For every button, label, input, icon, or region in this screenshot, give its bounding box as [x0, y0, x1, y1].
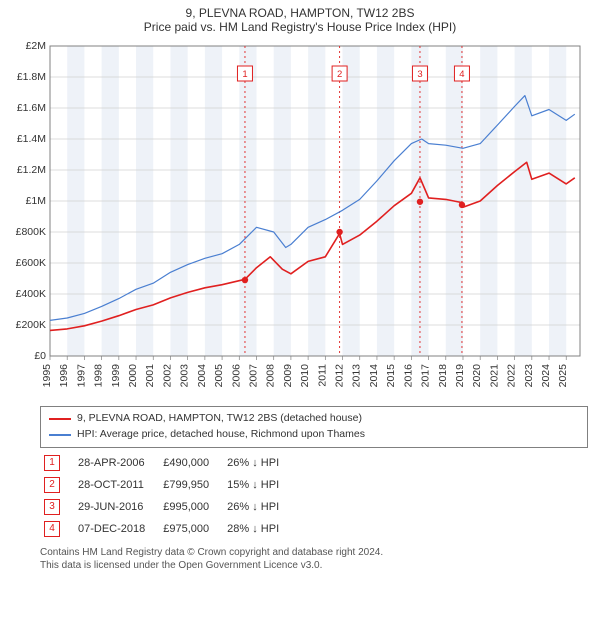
- event-table: 1 28-APR-2006£490,00026% ↓ HPI 2 28-OCT-201…: [40, 452, 293, 540]
- event-delta: 28% ↓ HPI: [223, 518, 293, 540]
- svg-text:2019: 2019: [454, 364, 466, 388]
- svg-text:£200K: £200K: [16, 319, 46, 331]
- svg-text:2010: 2010: [299, 364, 311, 388]
- svg-text:£1.4M: £1.4M: [17, 133, 46, 145]
- legend-swatch: [49, 434, 71, 436]
- svg-text:£1.8M: £1.8M: [17, 71, 46, 83]
- svg-text:£600K: £600K: [16, 257, 46, 269]
- svg-text:1997: 1997: [75, 364, 87, 388]
- svg-text:2: 2: [337, 69, 342, 80]
- svg-text:£2M: £2M: [26, 40, 46, 52]
- svg-text:2025: 2025: [557, 364, 569, 388]
- svg-text:2017: 2017: [420, 364, 432, 388]
- svg-text:2018: 2018: [437, 364, 449, 388]
- svg-text:£0: £0: [34, 350, 46, 362]
- svg-text:2007: 2007: [247, 364, 259, 388]
- header: 9, PLEVNA ROAD, HAMPTON, TW12 2BS Price …: [0, 0, 600, 36]
- event-date: 29-JUN-2016: [74, 496, 159, 518]
- svg-text:2000: 2000: [127, 364, 139, 388]
- svg-text:2011: 2011: [316, 364, 328, 387]
- svg-text:1: 1: [242, 69, 247, 80]
- event-date: 28-APR-2006: [74, 452, 159, 474]
- event-price: £975,000: [159, 518, 223, 540]
- footer-note: Contains HM Land Registry data © Crown c…: [40, 546, 588, 573]
- event-row: 2 28-OCT-2011£799,95015% ↓ HPI: [40, 474, 293, 496]
- svg-text:1999: 1999: [110, 364, 122, 388]
- subtitle: Price paid vs. HM Land Registry's House …: [0, 20, 600, 34]
- footer-line-1: Contains HM Land Registry data © Crown c…: [40, 546, 588, 560]
- svg-text:2015: 2015: [385, 364, 397, 388]
- event-date: 07-DEC-2018: [74, 518, 159, 540]
- title: 9, PLEVNA ROAD, HAMPTON, TW12 2BS: [0, 6, 600, 20]
- event-date: 28-OCT-2011: [74, 474, 159, 496]
- event-delta: 26% ↓ HPI: [223, 452, 293, 474]
- svg-text:1998: 1998: [93, 364, 105, 388]
- chart: £0 £200K £400K £600K £800K £1M £1.2M £1.4M £1.6M…: [10, 40, 590, 400]
- svg-text:2005: 2005: [213, 364, 225, 388]
- svg-text:2020: 2020: [471, 364, 483, 388]
- event-marker-box: 3: [44, 499, 60, 515]
- svg-text:2013: 2013: [351, 364, 363, 388]
- event-delta: 26% ↓ HPI: [223, 496, 293, 518]
- svg-text:2006: 2006: [230, 364, 242, 388]
- svg-text:3: 3: [417, 69, 422, 80]
- svg-text:2022: 2022: [506, 364, 518, 388]
- event-marker-box: 1: [44, 455, 60, 471]
- legend-item: HPI: Average price, detached house, Rich…: [49, 427, 579, 443]
- figure: 9, PLEVNA ROAD, HAMPTON, TW12 2BS Price …: [0, 0, 600, 573]
- legend: 9, PLEVNA ROAD, HAMPTON, TW12 2BS (detac…: [40, 406, 588, 448]
- svg-text:2014: 2014: [368, 364, 380, 388]
- event-price: £799,950: [159, 474, 223, 496]
- event-marker-box: 2: [44, 477, 60, 493]
- svg-text:4: 4: [459, 69, 464, 80]
- svg-text:£1.2M: £1.2M: [17, 164, 46, 176]
- svg-text:2001: 2001: [144, 364, 156, 388]
- svg-text:£1.6M: £1.6M: [17, 102, 46, 114]
- svg-text:2004: 2004: [196, 364, 208, 388]
- event-row: 1 28-APR-2006£490,00026% ↓ HPI: [40, 452, 293, 474]
- legend-label: HPI: Average price, detached house, Rich…: [77, 427, 365, 443]
- svg-text:1996: 1996: [58, 364, 70, 388]
- svg-text:2024: 2024: [540, 364, 552, 388]
- svg-text:2012: 2012: [334, 364, 346, 388]
- svg-text:2008: 2008: [265, 364, 277, 388]
- event-price: £490,000: [159, 452, 223, 474]
- event-price: £995,000: [159, 496, 223, 518]
- legend-swatch: [49, 418, 71, 420]
- legend-label: 9, PLEVNA ROAD, HAMPTON, TW12 2BS (detac…: [77, 411, 362, 427]
- event-row: 3 29-JUN-2016£995,00026% ↓ HPI: [40, 496, 293, 518]
- event-delta: 15% ↓ HPI: [223, 474, 293, 496]
- svg-text:£400K: £400K: [16, 288, 46, 300]
- svg-text:2021: 2021: [488, 364, 500, 388]
- svg-text:2009: 2009: [282, 364, 294, 388]
- legend-item: 9, PLEVNA ROAD, HAMPTON, TW12 2BS (detac…: [49, 411, 579, 427]
- event-row: 4 07-DEC-2018£975,00028% ↓ HPI: [40, 518, 293, 540]
- svg-text:2003: 2003: [179, 364, 191, 388]
- svg-text:1995: 1995: [41, 364, 53, 388]
- chart-svg: £0 £200K £400K £600K £800K £1M £1.2M £1.4M £1.6M…: [10, 40, 590, 400]
- svg-text:2023: 2023: [523, 364, 535, 388]
- svg-text:£1M: £1M: [26, 195, 46, 207]
- footer-line-2: This data is licensed under the Open Gov…: [40, 559, 588, 573]
- event-marker-box: 4: [44, 521, 60, 537]
- svg-text:£800K: £800K: [16, 226, 46, 238]
- svg-text:2002: 2002: [161, 364, 173, 388]
- svg-text:2016: 2016: [402, 364, 414, 388]
